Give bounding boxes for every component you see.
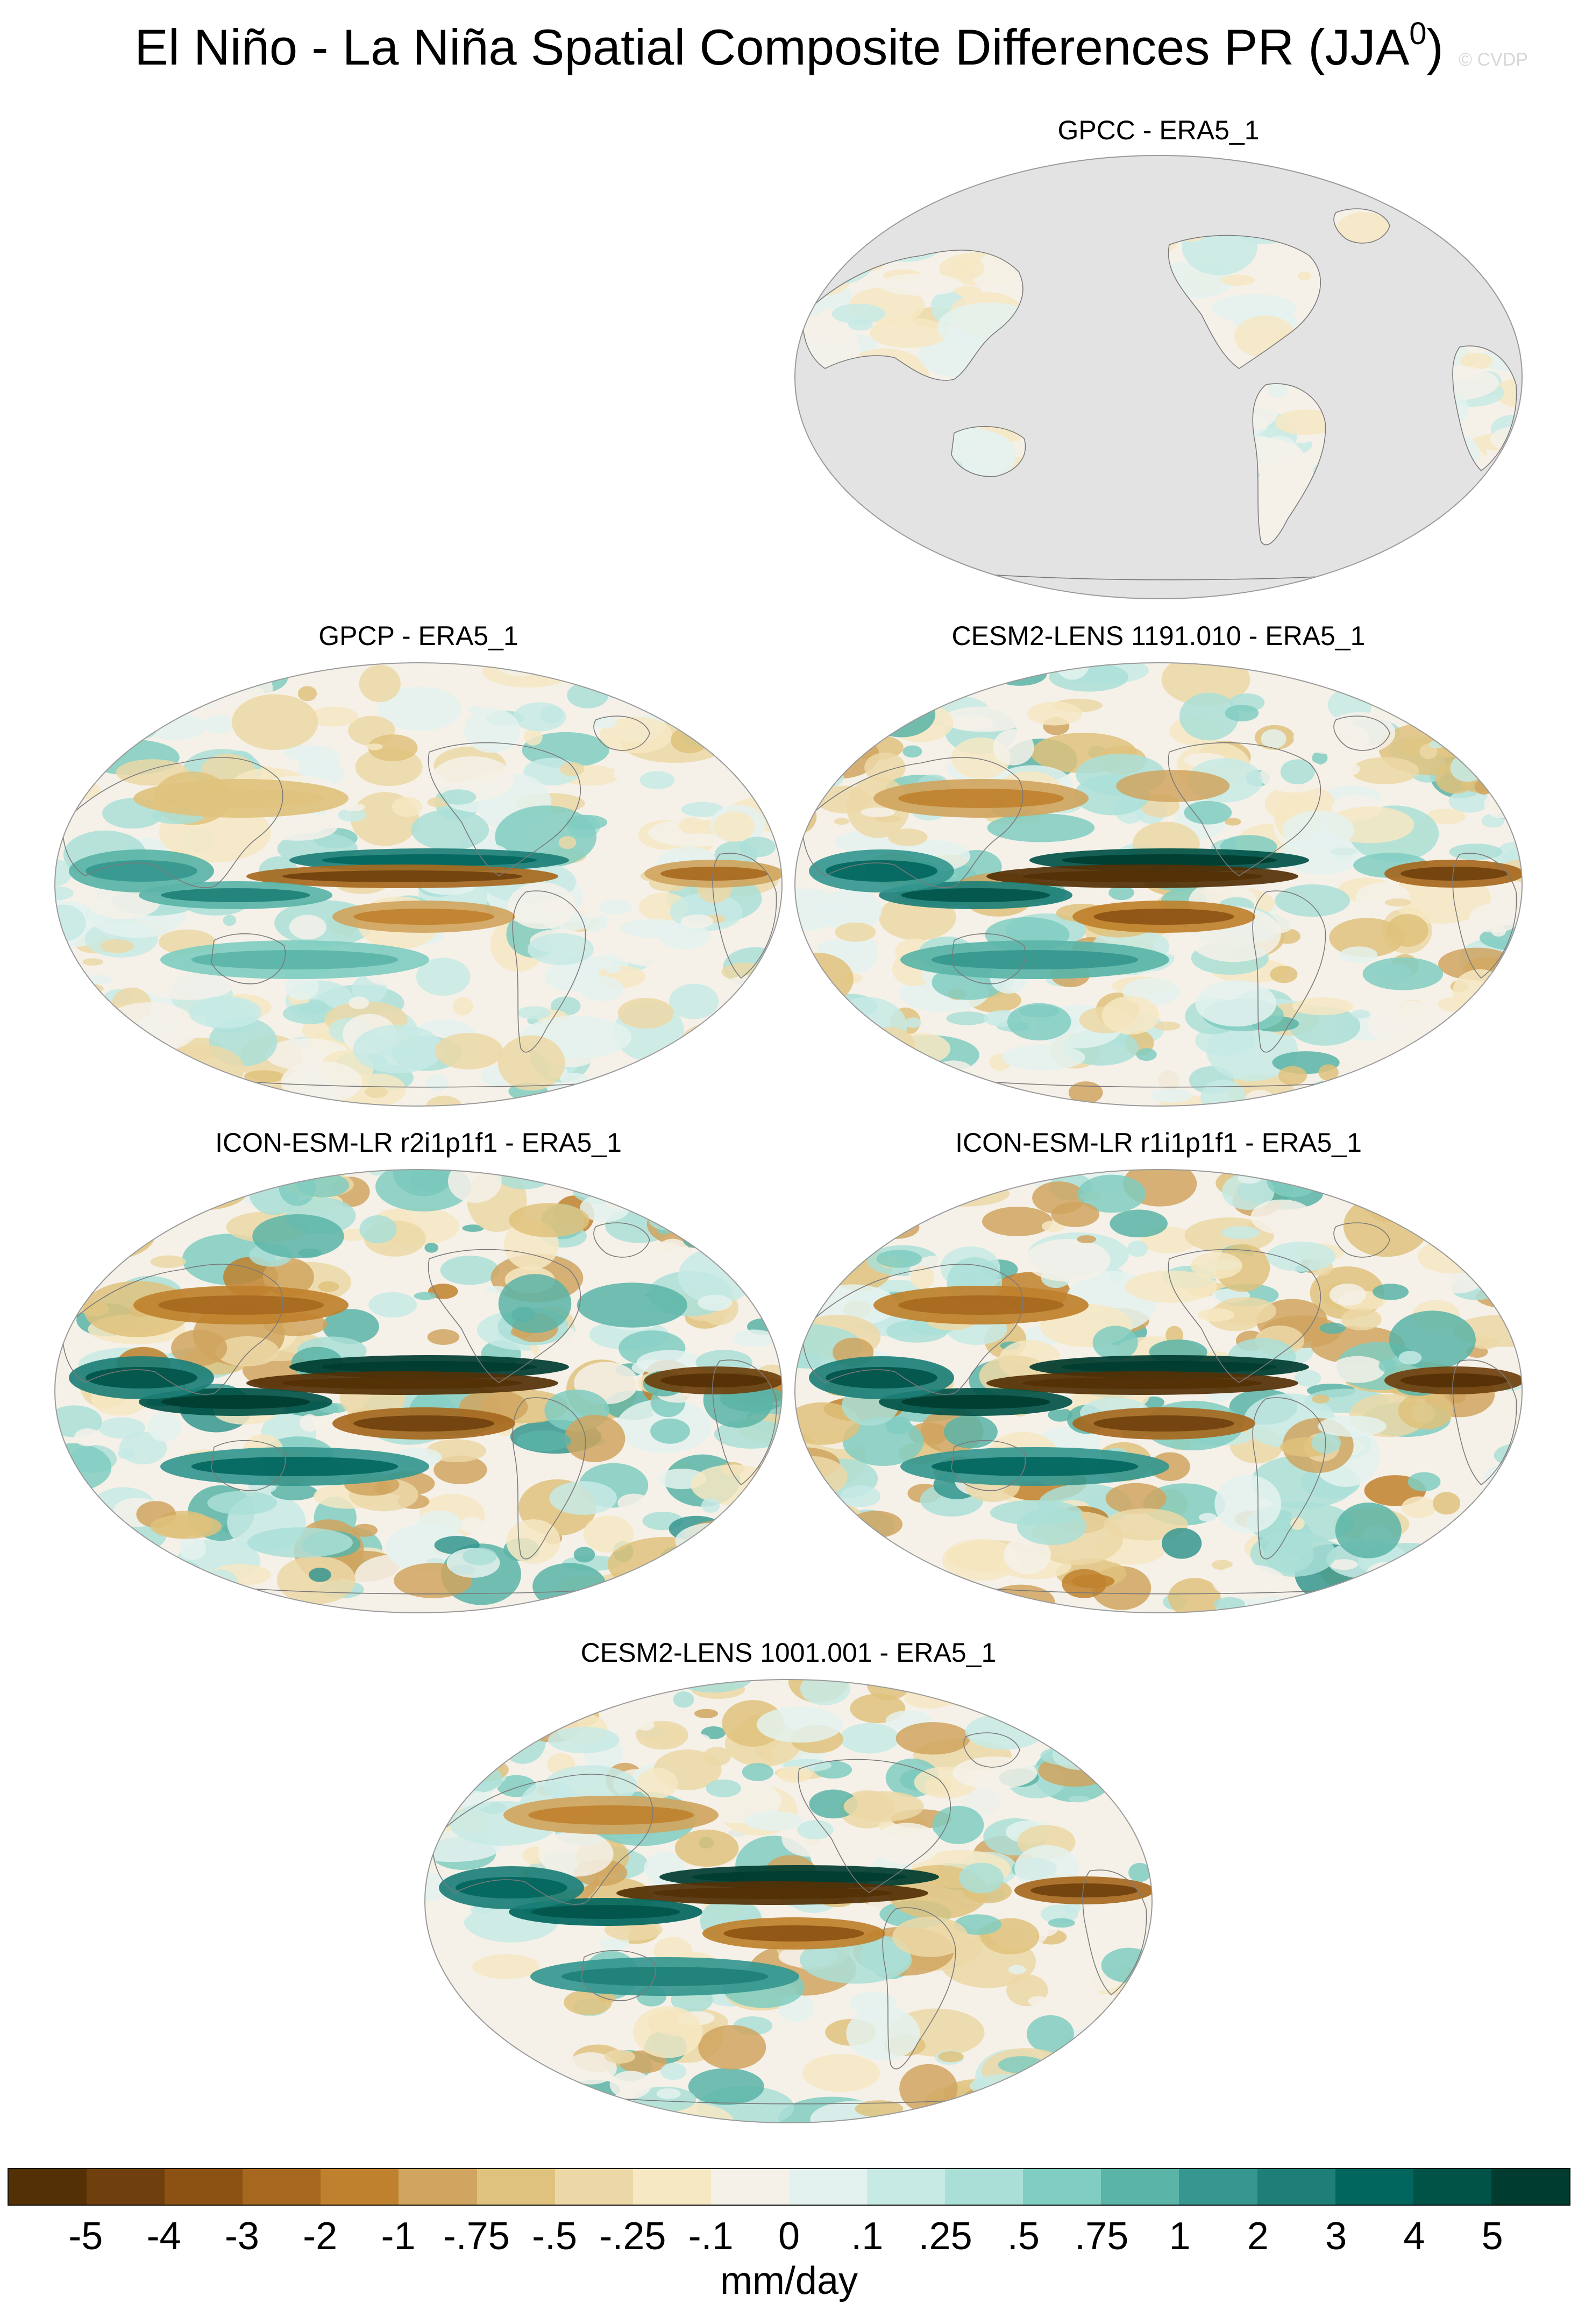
map-panel-gpcc xyxy=(794,155,1523,599)
colorbar-swatch xyxy=(1413,2169,1491,2205)
map-panel-icon-r1 xyxy=(794,1169,1523,1613)
title-close: ) xyxy=(1426,19,1444,75)
colorbar-swatch xyxy=(321,2169,399,2205)
panel-title-cesm2-1191: CESM2-LENS 1191.010 - ERA5_1 xyxy=(951,621,1366,651)
panel-title-icon-r2: ICON-ESM-LR r2i1p1f1 - ERA5_1 xyxy=(215,1128,622,1158)
map-outline xyxy=(54,1169,783,1613)
colorbar-tick-label: .1 xyxy=(851,2215,884,2258)
map-outline xyxy=(54,662,783,1107)
colorbar-tick-label: -.25 xyxy=(599,2215,666,2258)
colorbar-tick-label: 3 xyxy=(1325,2215,1347,2258)
colorbar-tick-label: .5 xyxy=(1007,2215,1040,2258)
colorbar-tick-label: -1 xyxy=(381,2215,416,2258)
colorbar-swatch xyxy=(1257,2169,1335,2205)
watermark: © CVDP xyxy=(1459,49,1528,70)
ocean-mask xyxy=(795,155,1522,599)
map-outline xyxy=(794,1169,1523,1613)
colorbar-swatch xyxy=(710,2169,789,2205)
panel-title-icon-r1: ICON-ESM-LR r1i1p1f1 - ERA5_1 xyxy=(955,1128,1362,1158)
map-panel-icon-r2 xyxy=(54,1169,783,1613)
colorbar-tick-label: -.1 xyxy=(688,2215,734,2258)
colorbar-swatch xyxy=(555,2169,633,2205)
panel-title-gpcc: GPCC - ERA5_1 xyxy=(1057,115,1260,145)
map-outline xyxy=(794,662,1523,1107)
colorbar-tick-label: -2 xyxy=(303,2215,338,2258)
colorbar-swatch xyxy=(399,2169,477,2205)
colorbar-tick-label: 5 xyxy=(1481,2215,1503,2258)
colorbar-swatch xyxy=(945,2169,1023,2205)
colorbar-units: mm/day xyxy=(720,2259,858,2302)
page-title: El Niño - La Niña Spatial Composite Diff… xyxy=(0,15,1578,80)
colorbar-tick-label: -4 xyxy=(146,2215,181,2258)
colorbar-tick-label: 1 xyxy=(1169,2215,1191,2258)
title-superscript: 0 xyxy=(1409,16,1427,51)
map-outline xyxy=(424,1679,1153,2123)
colorbar-swatch xyxy=(1179,2169,1257,2205)
colorbar-swatch xyxy=(165,2169,243,2205)
title-main: El Niño - La Niña Spatial Composite Diff… xyxy=(134,19,1410,75)
colorbar-tick-label: 4 xyxy=(1403,2215,1425,2258)
map-panel-cesm2-1191 xyxy=(794,662,1523,1107)
colorbar-tick-label: -.75 xyxy=(443,2215,510,2258)
colorbar-swatch xyxy=(788,2169,868,2205)
colorbar-tick-label: -5 xyxy=(68,2215,103,2258)
colorbar-tick-label: .25 xyxy=(918,2215,972,2258)
coastlines xyxy=(802,1222,1517,1595)
colorbar xyxy=(8,2168,1570,2206)
colorbar-swatch xyxy=(87,2169,165,2205)
colorbar-swatch xyxy=(243,2169,321,2205)
colorbar-swatch xyxy=(867,2169,946,2205)
colorbar-tick-label: -3 xyxy=(224,2215,259,2258)
colorbar-swatch xyxy=(9,2169,87,2205)
colorbar-tick-label: 2 xyxy=(1247,2215,1269,2258)
colorbar-tick-label: 0 xyxy=(778,2215,800,2258)
colorbar-tick-label: -.5 xyxy=(532,2215,578,2258)
colorbar-tick-label: .75 xyxy=(1075,2215,1129,2258)
colorbar-swatch xyxy=(1023,2169,1101,2205)
colorbar-swatch xyxy=(1335,2169,1413,2205)
map-panel-gpcp xyxy=(54,662,783,1107)
panel-title-gpcp: GPCP - ERA5_1 xyxy=(318,621,518,651)
colorbar-tick-labels: -5 -4 -3 -2 -1 -.75 -.5 -.25 -.1 0 .1 .25 .5 .75 1 2 3 4 5 xyxy=(0,2212,1578,2261)
panel-title-cesm2-1001: CESM2-LENS 1001.001 - ERA5_1 xyxy=(580,1638,997,1668)
precip-anomaly-field xyxy=(55,663,782,1106)
colorbar-swatch xyxy=(477,2169,555,2205)
map-outline xyxy=(794,155,1523,599)
map-panel-cesm2-1001 xyxy=(424,1679,1153,2123)
colorbar-swatch xyxy=(1101,2169,1179,2205)
colorbar-swatch xyxy=(632,2169,711,2205)
colorbar-swatch xyxy=(1491,2169,1569,2205)
